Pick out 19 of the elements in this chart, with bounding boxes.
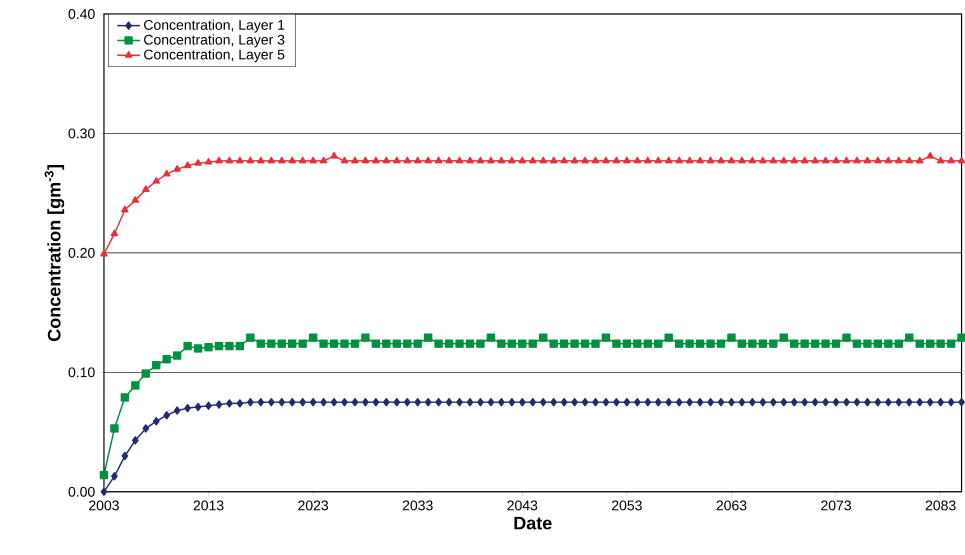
y-tick-label: 0.20	[68, 248, 95, 258]
x-tick-label: 2083	[926, 500, 956, 511]
legend-label: Concentration, Layer 5	[144, 49, 284, 62]
y-tick-label: 0.40	[68, 9, 95, 20]
x-tick-label: 2053	[612, 500, 642, 511]
x-tick-label: 2003	[89, 500, 119, 511]
x-tick-label: 2043	[507, 500, 538, 511]
legend-label: Concentration, Layer 3	[144, 34, 284, 48]
x-tick-label: 2033	[402, 500, 433, 511]
x-axis-title: Date	[514, 516, 552, 530]
x-tick-label: 2023	[298, 500, 328, 511]
y-axis-title: Concentration [gm$^{-3}$]	[44, 165, 64, 342]
y-tick-label: 0.30	[68, 128, 95, 139]
x-tick-label: 2063	[716, 500, 746, 511]
y-tick-label: 0.10	[68, 368, 95, 378]
x-tick-label: 2013	[194, 500, 224, 511]
legend-label: Concentration, Layer 1	[144, 20, 284, 33]
x-tick-label: 2073	[821, 500, 851, 511]
y-tick-label: 0.00	[68, 486, 95, 497]
